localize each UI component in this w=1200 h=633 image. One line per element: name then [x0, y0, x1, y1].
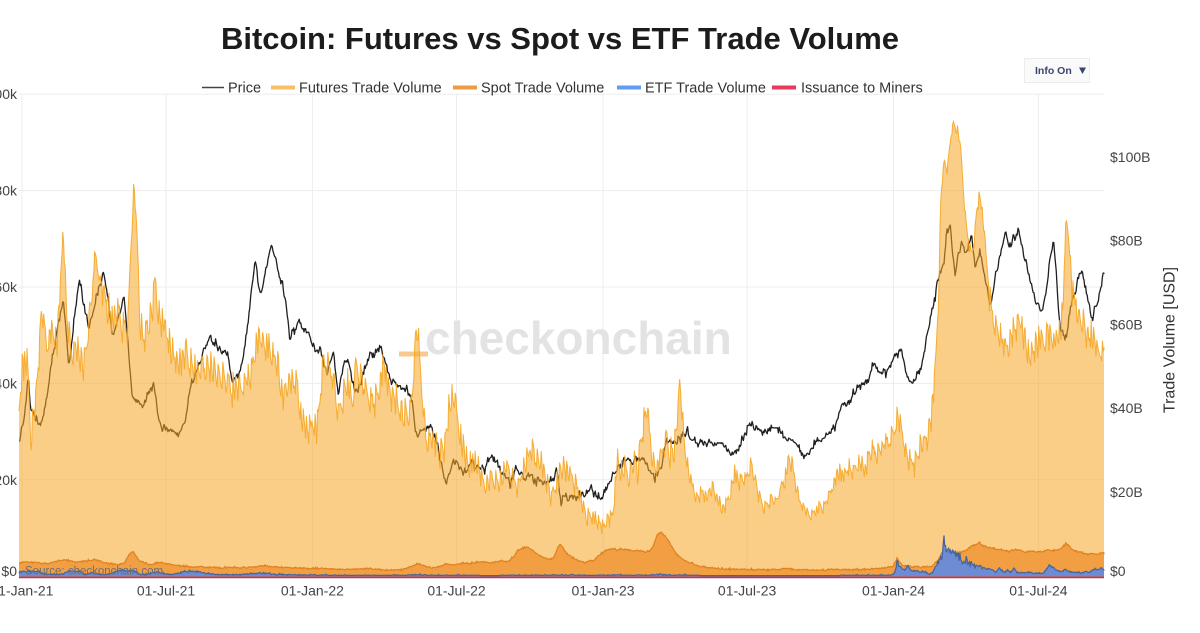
svg-text:Issuance to Miners: Issuance to Miners [801, 81, 923, 97]
svg-text:Spot Trade Volume: Spot Trade Volume [481, 81, 604, 97]
svg-text:$60B: $60B [1110, 316, 1143, 332]
svg-text:Trade Volume [USD]: Trade Volume [USD] [1162, 267, 1179, 413]
svg-text:$80k: $80k [0, 183, 18, 199]
svg-text:01-Jul-24: 01-Jul-24 [1009, 583, 1068, 599]
svg-text:Futures Trade Volume: Futures Trade Volume [299, 81, 442, 97]
svg-text:01-Jan-23: 01-Jan-23 [571, 583, 634, 599]
svg-text:01-Jul-22: 01-Jul-22 [427, 583, 486, 599]
svg-text:Source: checkonchain.com: Source: checkonchain.com [25, 566, 163, 578]
svg-text:$0: $0 [1, 563, 17, 579]
svg-text:Price: Price [228, 81, 261, 97]
svg-text:ETF Trade Volume: ETF Trade Volume [645, 81, 766, 97]
svg-text:$60k: $60k [0, 279, 18, 295]
svg-text:$0: $0 [1110, 563, 1126, 579]
svg-text:$20k: $20k [0, 472, 18, 488]
svg-text:Info On: Info On [1035, 65, 1072, 77]
svg-text:$80B: $80B [1110, 233, 1143, 249]
svg-text:01-Jan-24: 01-Jan-24 [862, 583, 925, 599]
svg-text:$40k: $40k [0, 375, 18, 391]
svg-text:01-Jul-23: 01-Jul-23 [718, 583, 777, 599]
svg-text:checkonchain: checkonchain [425, 312, 732, 364]
svg-text:$100k: $100k [0, 86, 18, 102]
svg-text:$20B: $20B [1110, 484, 1143, 500]
svg-text:01-Jul-21: 01-Jul-21 [137, 583, 196, 599]
svg-text:01-Jan-21: 01-Jan-21 [0, 583, 54, 599]
svg-text:01-Jan-22: 01-Jan-22 [281, 583, 344, 599]
svg-text:$100B: $100B [1110, 149, 1150, 165]
svg-text:$40B: $40B [1110, 400, 1143, 416]
svg-text:Bitcoin: Futures vs Spot vs ET: Bitcoin: Futures vs Spot vs ETF Trade Vo… [221, 21, 899, 56]
